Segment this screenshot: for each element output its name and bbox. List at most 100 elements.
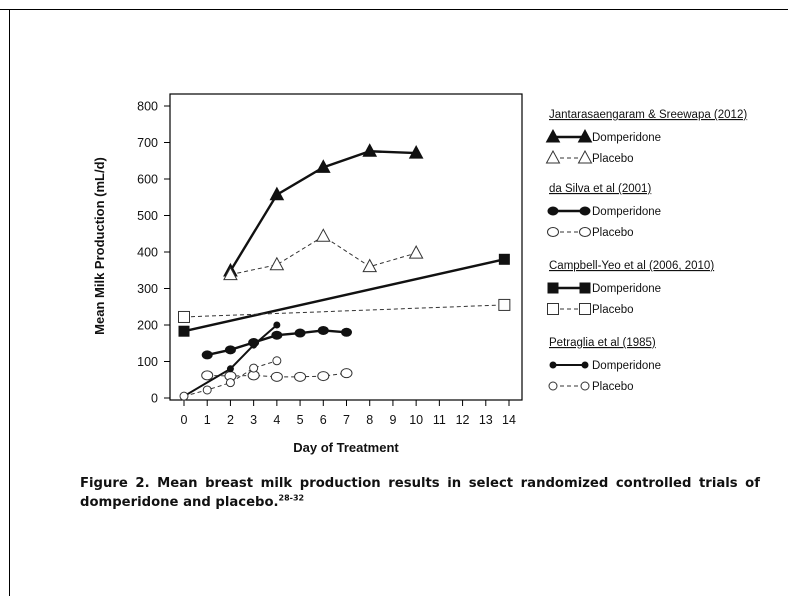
legend-marker-start bbox=[547, 227, 559, 237]
legend-marker-end bbox=[579, 227, 591, 237]
x-tick-label: 8 bbox=[366, 413, 373, 427]
data-point bbox=[178, 310, 190, 323]
legend-series-label: Placebo bbox=[592, 227, 634, 239]
data-point bbox=[178, 325, 190, 337]
x-axis-label: Day of Treatment bbox=[293, 440, 399, 455]
y-tick-label: 100 bbox=[137, 355, 158, 369]
x-tick-label: 9 bbox=[389, 413, 396, 427]
y-tick-label: 0 bbox=[151, 392, 158, 406]
data-point bbox=[362, 143, 378, 157]
caption-text: Figure 2. Mean breast milk production re… bbox=[80, 476, 760, 510]
legend-series-label: Placebo bbox=[592, 153, 634, 165]
data-point bbox=[202, 385, 212, 395]
legend-marker-start bbox=[545, 149, 561, 164]
x-tick-label: 10 bbox=[409, 413, 423, 427]
data-point bbox=[273, 321, 281, 329]
data-point bbox=[224, 345, 236, 355]
legend-marker-start bbox=[547, 282, 559, 294]
legend-series-label: Domperidone bbox=[592, 283, 661, 295]
data-point bbox=[201, 370, 214, 381]
legend-marker-end bbox=[579, 303, 591, 315]
y-tick-label: 300 bbox=[137, 282, 158, 296]
x-axis: 0 1 2 3 4 5 6 7 8 9 10 11 12 13 14 bbox=[181, 400, 516, 427]
data-point bbox=[201, 350, 213, 360]
series-line bbox=[183, 258, 505, 333]
series-line bbox=[230, 235, 417, 276]
series-line bbox=[183, 324, 278, 398]
data-point bbox=[270, 371, 283, 382]
x-tick-label: 11 bbox=[433, 413, 446, 427]
legend: Jantarasaengaram & Sreewapa (2012) Domper… bbox=[545, 109, 747, 393]
data-point bbox=[498, 253, 510, 265]
x-tick-label: 13 bbox=[479, 413, 493, 427]
caption-reference: 28-32 bbox=[278, 493, 305, 503]
legend-marker-start bbox=[548, 381, 558, 391]
page-border-left bbox=[9, 9, 10, 596]
x-tick-label: 2 bbox=[227, 413, 234, 427]
x-tick-label: 3 bbox=[250, 413, 257, 427]
x-tick-label: 1 bbox=[204, 413, 211, 427]
series-2-1 bbox=[178, 298, 511, 323]
legend-series-label: Domperidone bbox=[592, 206, 661, 218]
x-tick-label: 12 bbox=[456, 413, 470, 427]
series-2-0 bbox=[178, 253, 510, 337]
plot-area-border bbox=[169, 93, 523, 401]
data-point bbox=[315, 159, 331, 173]
series-line bbox=[183, 360, 278, 397]
series-line bbox=[183, 304, 505, 318]
x-tick-label: 6 bbox=[320, 413, 327, 427]
data-point bbox=[223, 266, 238, 281]
data-point bbox=[341, 327, 352, 337]
data-point bbox=[498, 298, 511, 311]
legend-marker-end bbox=[577, 149, 593, 164]
series-3-1 bbox=[179, 356, 282, 401]
x-tick-label: 7 bbox=[343, 413, 350, 427]
data-point bbox=[269, 256, 285, 271]
series-1-1 bbox=[201, 368, 353, 382]
data-point bbox=[272, 356, 282, 366]
y-axis-label: Mean Milk Production (mL/d) bbox=[92, 157, 107, 335]
data-point bbox=[362, 258, 378, 273]
data-point bbox=[225, 378, 235, 388]
y-tick-label: 200 bbox=[137, 319, 158, 333]
data-point bbox=[179, 391, 189, 401]
page-border-top bbox=[0, 9, 788, 10]
legend-marker-end bbox=[579, 282, 591, 294]
data-point bbox=[294, 371, 307, 382]
legend-series-label: Domperidone bbox=[592, 360, 661, 372]
legend-marker-start bbox=[547, 303, 559, 315]
data-point bbox=[340, 368, 353, 379]
data-point bbox=[408, 145, 424, 159]
y-tick-label: 600 bbox=[137, 173, 158, 187]
legend-study-title: Petraglia et al (1985) bbox=[549, 337, 656, 349]
data-point bbox=[269, 186, 285, 201]
y-tick-label: 400 bbox=[137, 246, 158, 260]
legend-series-label: Placebo bbox=[592, 304, 634, 316]
legend-marker-end bbox=[581, 361, 589, 369]
x-tick-label: 14 bbox=[502, 413, 516, 427]
data-point bbox=[315, 228, 331, 242]
data-point bbox=[271, 330, 283, 340]
legend-study-title: Campbell-Yeo et al (2006, 2010) bbox=[549, 260, 714, 272]
x-tick-label: 0 bbox=[181, 413, 188, 427]
y-axis: 0 100 200 300 400 500 600 700 800 bbox=[137, 100, 170, 406]
y-tick-label: 500 bbox=[137, 209, 158, 223]
legend-marker-end bbox=[579, 206, 591, 216]
legend-marker-end bbox=[580, 381, 590, 391]
series-0-1 bbox=[223, 228, 424, 281]
x-tick-label: 4 bbox=[273, 413, 280, 427]
y-tick-label: 800 bbox=[137, 100, 158, 114]
series-0-0 bbox=[223, 143, 424, 277]
legend-study-title: da Silva et al (2001) bbox=[549, 183, 651, 195]
legend-series-label: Placebo bbox=[592, 381, 634, 393]
data-point bbox=[226, 365, 234, 373]
x-tick-label: 5 bbox=[297, 413, 304, 427]
legend-series-label: Domperidone bbox=[592, 132, 661, 144]
data-point bbox=[317, 325, 329, 335]
legend-marker-end bbox=[577, 128, 593, 143]
series-3-0 bbox=[180, 321, 281, 400]
series-layer bbox=[178, 143, 511, 401]
data-point bbox=[317, 371, 330, 382]
legend-study-title: Jantarasaengaram & Sreewapa (2012) bbox=[549, 109, 747, 121]
